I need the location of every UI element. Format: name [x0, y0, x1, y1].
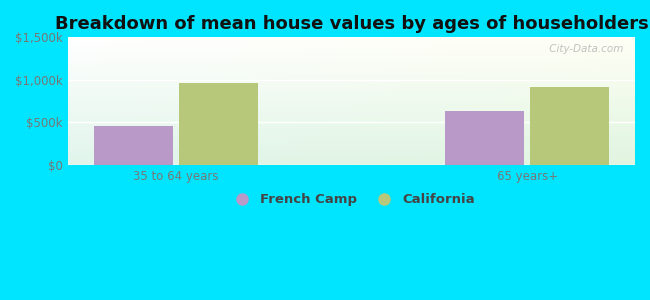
Text: City-Data.com: City-Data.com — [546, 44, 623, 54]
Title: Breakdown of mean house values by ages of householders: Breakdown of mean house values by ages o… — [55, 15, 649, 33]
Bar — [445, 111, 525, 165]
Bar — [179, 83, 258, 165]
Legend: French Camp, California: French Camp, California — [224, 188, 480, 212]
Bar — [530, 86, 610, 165]
Bar — [94, 126, 173, 165]
